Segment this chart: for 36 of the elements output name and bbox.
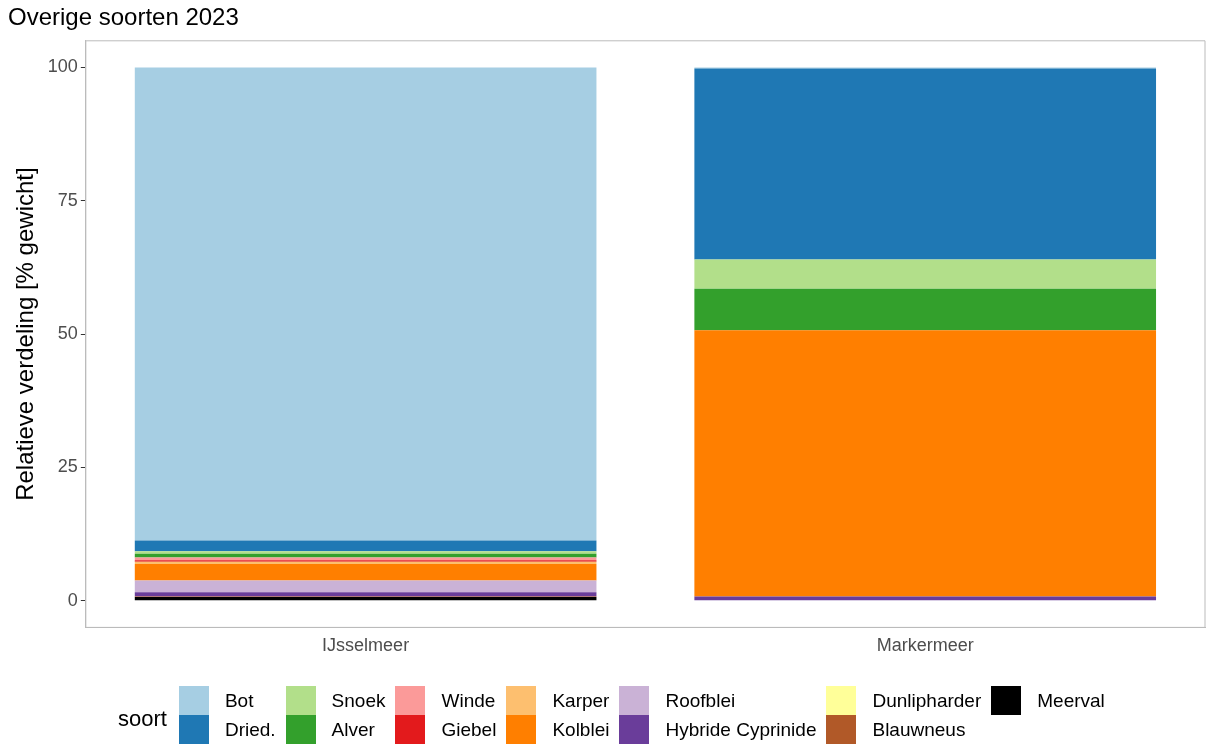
legend-label: Giebel	[441, 718, 497, 741]
legend-label: Roofblei	[665, 689, 736, 712]
y-tick-label: 75	[57, 189, 78, 210]
bar	[134, 551, 597, 554]
bar	[134, 67, 597, 541]
legend-label: Dried.	[224, 718, 276, 741]
legend-label: Dunlipharder	[872, 689, 982, 712]
legend-title: soort	[118, 706, 167, 732]
bar	[134, 563, 597, 581]
bar	[694, 68, 1157, 260]
bar	[134, 553, 597, 558]
x-tick-label: Markermeer	[876, 635, 974, 656]
x-tick-label: IJsselmeer	[322, 635, 410, 656]
bar	[694, 288, 1157, 331]
bar	[694, 596, 1157, 601]
legend-label: Bot	[224, 689, 254, 712]
legend-label: Karper	[552, 689, 610, 712]
y-tick-label: 0	[67, 589, 78, 610]
y-tick-label: 100	[47, 56, 78, 77]
y-tick-label: 25	[57, 456, 78, 477]
legend-label: Alver	[331, 718, 375, 741]
bar	[134, 597, 597, 601]
legend-label: Meerval	[1037, 689, 1105, 712]
chart-title: Overige soorten 2023	[8, 3, 239, 31]
bar	[694, 259, 1157, 289]
y-tick-label: 50	[57, 323, 78, 344]
legend-label: Snoek	[331, 689, 386, 712]
legend-label: Blauwneus	[872, 718, 966, 741]
bar	[694, 330, 1157, 597]
y-axis-title: Relatieve verdeling [% gewicht]	[11, 167, 39, 501]
legend-label: Kolblei	[552, 718, 610, 741]
bar	[134, 592, 597, 597]
bar	[134, 540, 597, 552]
legend-label: Hybride Cyprinide	[665, 718, 817, 741]
legend-label: Winde	[441, 689, 496, 712]
bar	[134, 580, 597, 593]
